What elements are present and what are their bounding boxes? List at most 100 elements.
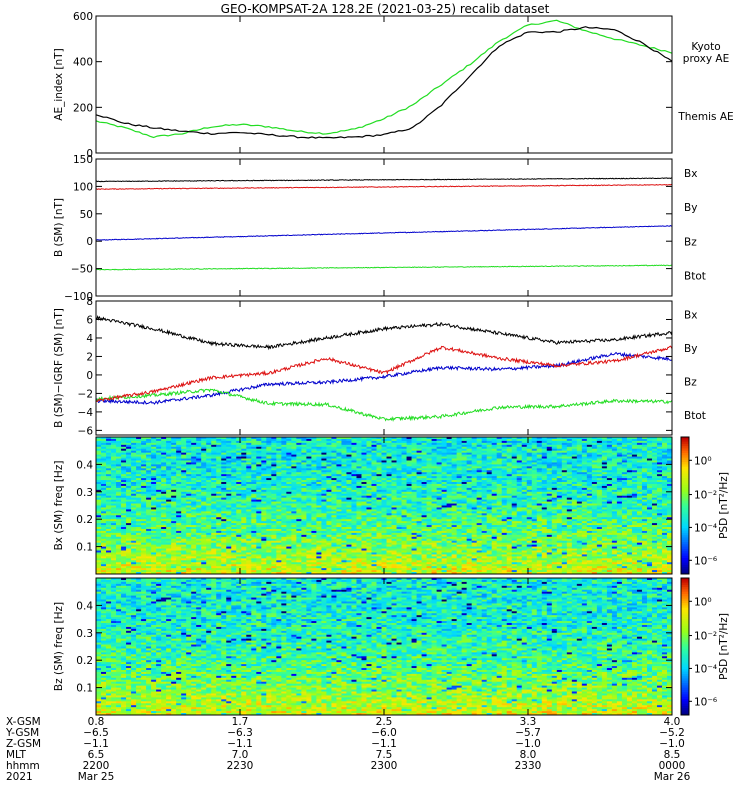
heatmap-cell <box>521 478 528 481</box>
heatmap-cell <box>581 468 588 471</box>
heatmap-cell <box>606 448 613 452</box>
heatmap-cell <box>261 482 267 485</box>
heatmap-cell <box>181 470 187 473</box>
heatmap-cell <box>196 458 202 461</box>
heatmap-cell <box>666 474 673 477</box>
heatmap-cell <box>391 442 397 446</box>
heatmap-cell <box>656 482 663 485</box>
heatmap-cell <box>436 440 442 444</box>
heatmap-cell <box>356 448 362 452</box>
heatmap-cell <box>291 462 297 465</box>
heatmap-cell <box>491 462 498 465</box>
heatmap-cell <box>336 478 342 481</box>
heatmap-cell <box>361 474 367 477</box>
heatmap-cell <box>116 472 122 475</box>
heatmap-cell <box>286 456 292 459</box>
heatmap-cell <box>101 474 107 477</box>
heatmap-cell <box>411 480 417 483</box>
heatmap-cell <box>221 462 227 465</box>
heatmap-cell <box>271 480 277 483</box>
heatmap-cell <box>201 480 207 483</box>
heatmap-cell <box>451 444 458 448</box>
heatmap-cell <box>556 476 563 479</box>
heatmap-cell <box>211 476 217 479</box>
heatmap-cell <box>111 458 117 461</box>
heatmap-cell <box>411 437 417 440</box>
heatmap-cell <box>256 476 262 479</box>
heatmap-cell <box>546 478 553 481</box>
heatmap-cell <box>491 440 498 444</box>
heatmap-cell <box>606 438 613 442</box>
heatmap-cell <box>661 474 668 477</box>
heatmap-cell <box>666 480 673 483</box>
heatmap-cell <box>501 476 508 479</box>
heatmap-cell <box>426 456 432 459</box>
heatmap-cell <box>541 448 548 452</box>
heatmap-cell <box>191 470 197 473</box>
heatmap-cell <box>156 437 162 440</box>
heatmap-cell <box>156 458 162 461</box>
heatmap-cell <box>666 470 673 473</box>
heatmap-cell <box>111 456 117 459</box>
heatmap-cell <box>576 438 583 442</box>
heatmap-cell <box>621 460 628 463</box>
heatmap-cell <box>366 482 372 485</box>
heatmap-cell <box>391 444 397 448</box>
heatmap-cell <box>186 442 192 446</box>
heatmap-cell <box>441 458 448 461</box>
heatmap-cell <box>401 464 407 467</box>
heatmap-cell <box>411 468 417 471</box>
heatmap-cell <box>386 452 392 456</box>
heatmap-cell <box>596 476 603 479</box>
heatmap-cell <box>521 452 528 456</box>
heatmap-cell <box>176 466 182 469</box>
heatmap-cell <box>211 464 217 467</box>
heatmap-cell <box>306 483 312 487</box>
heatmap-cell <box>106 480 112 483</box>
heatmap-cell <box>546 458 553 461</box>
heatmap-cell <box>546 452 553 456</box>
heatmap-cell <box>166 462 172 465</box>
heatmap-cell <box>511 448 518 452</box>
heatmap-cell <box>111 476 117 479</box>
heatmap-cell <box>391 466 397 469</box>
heatmap-cell <box>116 440 122 444</box>
heatmap-cell <box>326 437 332 440</box>
heatmap-cell <box>411 466 417 469</box>
heatmap-cell <box>256 458 262 461</box>
heatmap-cell <box>211 452 217 456</box>
heatmap-cell <box>461 478 468 481</box>
heatmap-cell <box>551 466 558 469</box>
heatmap-cell <box>456 483 463 487</box>
heatmap-cell <box>306 442 312 446</box>
heatmap-cell <box>136 482 142 485</box>
heatmap-cell <box>516 460 523 463</box>
heatmap-cell <box>586 472 593 475</box>
heatmap-cell <box>166 480 172 483</box>
heatmap-cell <box>251 448 257 452</box>
heatmap-cell <box>141 458 147 461</box>
heatmap-cell <box>441 462 448 465</box>
heatmap-cell <box>126 480 132 483</box>
heatmap-cell <box>581 458 588 461</box>
heatmap-cell <box>571 446 578 450</box>
heatmap-cell <box>541 462 548 465</box>
heatmap-cell <box>631 460 638 463</box>
heatmap-cell <box>646 476 653 479</box>
heatmap-cell <box>181 452 187 456</box>
heatmap-cell <box>661 440 668 444</box>
heatmap-cell <box>596 462 603 465</box>
heatmap-cell <box>211 450 217 454</box>
heatmap-cell <box>141 460 147 463</box>
heatmap-cell <box>511 438 518 442</box>
heatmap-cell <box>476 460 483 463</box>
heatmap-cell <box>651 452 658 456</box>
heatmap-cell <box>196 440 202 444</box>
heatmap-cell <box>646 472 653 475</box>
heatmap-cell <box>421 464 427 467</box>
heatmap-cell <box>146 437 152 440</box>
heatmap-cell <box>306 452 312 456</box>
heatmap-cell <box>516 448 523 452</box>
heatmap-cell <box>406 440 412 444</box>
y-tick-label: 0 <box>86 236 93 248</box>
